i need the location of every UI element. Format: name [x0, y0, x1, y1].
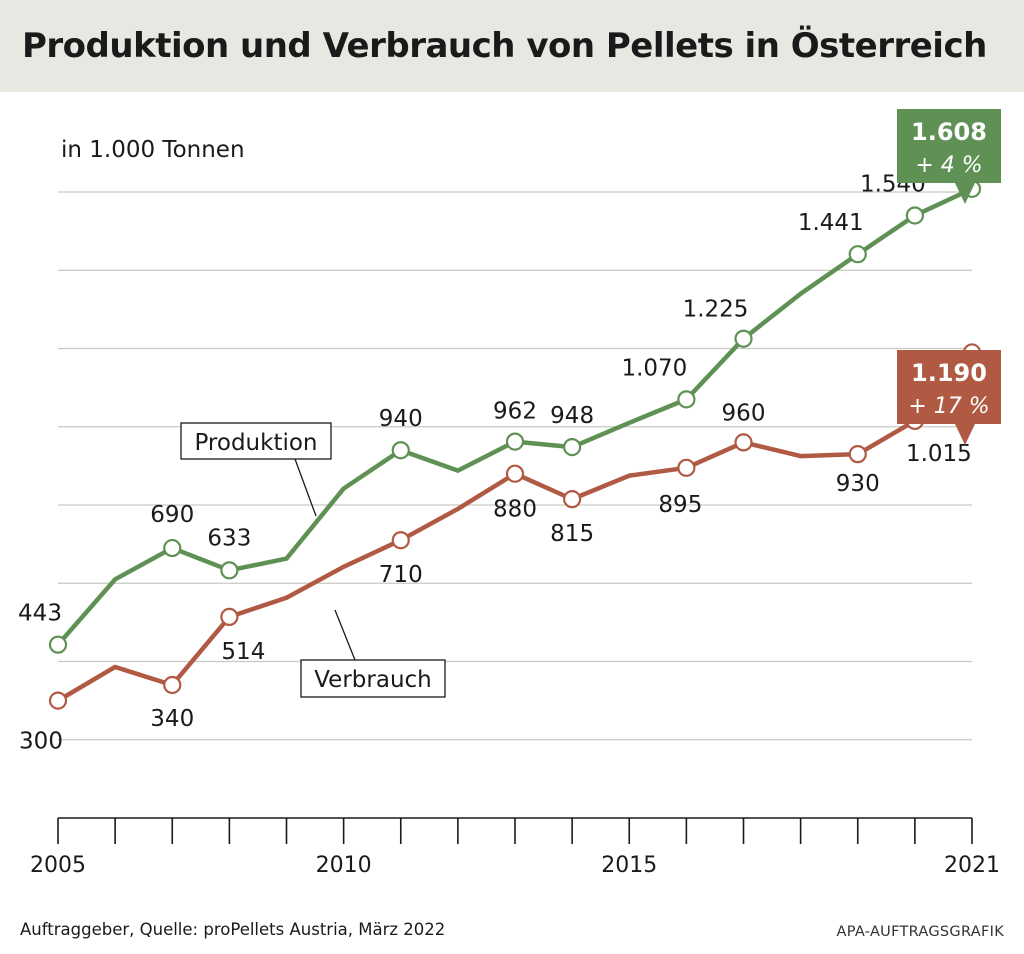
legend-label: Produktion	[194, 430, 317, 456]
callout-pointer	[955, 183, 975, 204]
data-label: 690	[150, 502, 194, 528]
data-label: 895	[658, 492, 702, 518]
data-point	[505, 432, 525, 451]
callout-value: 1.190	[911, 359, 987, 387]
data-point	[905, 206, 924, 225]
data-point	[48, 691, 68, 710]
data-point	[163, 538, 182, 558]
unit-label: in 1.000 Tonnen	[61, 137, 245, 163]
data-point	[163, 675, 182, 695]
data-label: 940	[379, 406, 423, 432]
data-point	[505, 464, 525, 483]
x-tick-label: 2015	[601, 853, 657, 878]
data-point	[677, 390, 696, 409]
callout-value: 1.608	[911, 118, 987, 146]
x-tick-label: 2010	[316, 853, 372, 878]
data-point	[563, 490, 582, 509]
data-label: 710	[379, 562, 423, 588]
data-label: 1.441	[798, 210, 864, 236]
data-label: 880	[493, 497, 537, 523]
header-band	[0, 0, 1024, 92]
data-point	[391, 531, 410, 550]
callout-pointer	[955, 424, 975, 445]
data-label: 962	[493, 399, 537, 425]
legend-label: Verbrauch	[314, 667, 432, 693]
data-point	[220, 607, 239, 626]
callout-change: + 4 %	[915, 153, 982, 178]
data-point	[220, 561, 239, 580]
data-label: 443	[18, 601, 62, 627]
data-label: 340	[150, 706, 194, 732]
callout-box	[897, 350, 1001, 424]
data-label: 1.225	[683, 297, 749, 323]
source-note: Auftraggeber, Quelle: proPellets Austria…	[20, 920, 446, 939]
legend-pointer	[334, 609, 356, 661]
callout-change: + 17 %	[908, 394, 989, 419]
callout-box	[897, 109, 1001, 183]
data-point	[48, 635, 68, 654]
data-label: 930	[836, 471, 880, 497]
legend-pointer	[294, 458, 317, 517]
credit-note: APA-AUFTRAGSGRAFIK	[836, 924, 1004, 940]
data-point	[734, 433, 753, 452]
chart-title: Produktion und Verbrauch von Pellets in …	[22, 26, 987, 66]
legend-box	[300, 659, 446, 698]
data-label: 1.070	[621, 355, 687, 381]
data-point	[563, 437, 582, 457]
data-label: 960	[722, 400, 766, 426]
legend-box	[180, 422, 332, 460]
data-label: 1.015	[906, 441, 972, 467]
data-label: 514	[221, 639, 265, 665]
data-point	[848, 245, 867, 264]
data-label: 815	[550, 521, 594, 547]
data-label: 633	[207, 525, 251, 551]
x-tick-label: 2005	[30, 853, 86, 878]
data-label: 948	[550, 403, 594, 429]
data-label: 300	[19, 729, 63, 755]
data-point	[677, 458, 696, 477]
data-point	[734, 329, 753, 348]
x-tick-label: 2021	[944, 853, 1000, 878]
data-point	[848, 445, 867, 464]
data-point	[391, 441, 410, 460]
